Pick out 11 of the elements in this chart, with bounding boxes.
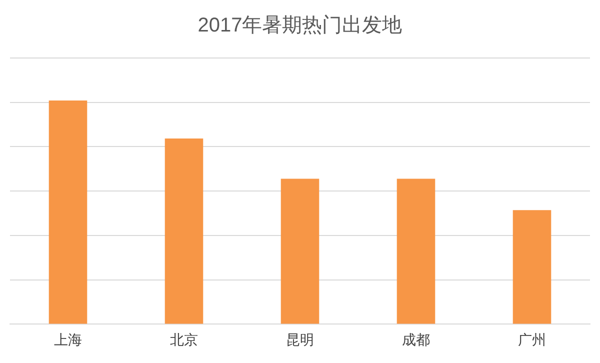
bar bbox=[396, 178, 436, 324]
x-tick-label: 上海 bbox=[54, 331, 82, 348]
x-tick-label: 成都 bbox=[402, 331, 430, 348]
chart-title: 2017年暑期热门出发地 bbox=[198, 14, 402, 37]
bar bbox=[48, 100, 88, 324]
bar bbox=[164, 138, 204, 324]
x-tick-label: 广州 bbox=[518, 331, 546, 348]
x-tick-label: 昆明 bbox=[286, 331, 314, 348]
bar bbox=[280, 178, 320, 324]
x-tick-label: 北京 bbox=[170, 331, 198, 348]
bar bbox=[512, 210, 552, 324]
